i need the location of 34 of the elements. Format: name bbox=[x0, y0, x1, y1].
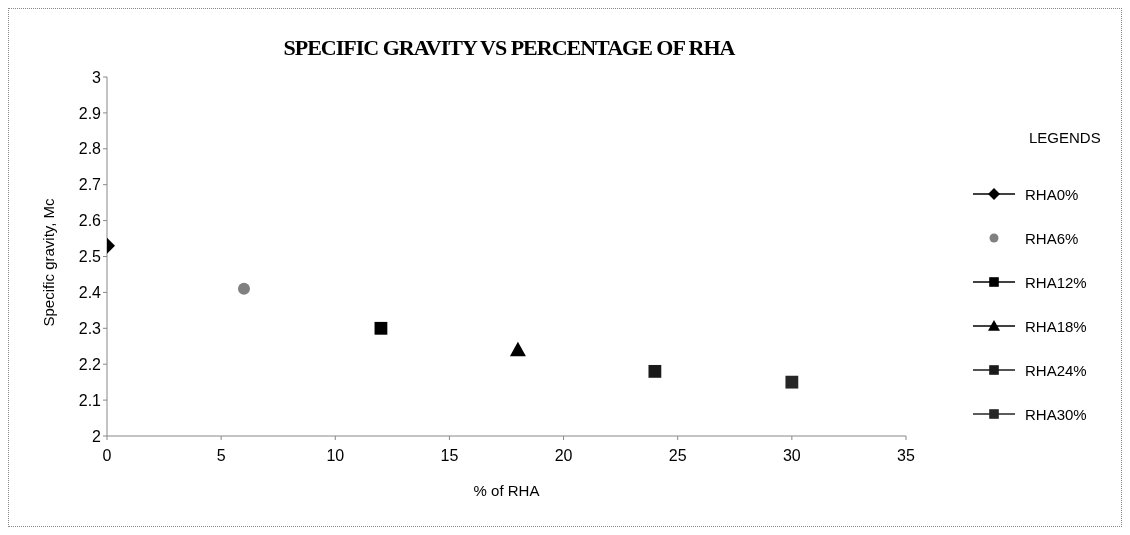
x-tick-label: 35 bbox=[897, 447, 915, 465]
legend-label: RHA12% bbox=[1025, 273, 1087, 291]
x-tick-label: 30 bbox=[782, 447, 801, 465]
x-tick-label: 20 bbox=[554, 447, 573, 465]
x-tick-label: 0 bbox=[102, 447, 112, 465]
y-tick-label: 2.1 bbox=[78, 391, 102, 409]
y-tick-label: 3 bbox=[92, 68, 102, 86]
y-tick-label: 2.3 bbox=[78, 319, 102, 337]
y-tick-label: 2.7 bbox=[78, 176, 102, 194]
x-tick-label: 15 bbox=[440, 447, 459, 465]
point bbox=[648, 364, 662, 378]
legend-label: RHA30% bbox=[1025, 405, 1087, 423]
legend-label: RHA24% bbox=[1025, 361, 1087, 379]
legend-title: LEGENDS bbox=[1029, 129, 1101, 146]
x-tick-label: 5 bbox=[216, 447, 226, 465]
x-tick-label: 10 bbox=[326, 447, 345, 465]
chart-title: SPECIFIC GRAVITY VS PERCENTAGE OF RHA bbox=[282, 35, 736, 61]
y-tick-label: 2.5 bbox=[78, 248, 102, 266]
point bbox=[374, 321, 388, 335]
y-tick-label: 2.2 bbox=[78, 355, 102, 373]
y-axis-title: Specific gravity, Mc bbox=[40, 197, 58, 327]
y-tick-label: 2.4 bbox=[78, 284, 102, 302]
y-tick-label: 2.9 bbox=[78, 104, 102, 122]
point bbox=[785, 375, 799, 389]
legend-label: RHA18% bbox=[1025, 317, 1087, 335]
x-tick-label: 25 bbox=[668, 447, 687, 465]
point bbox=[509, 341, 526, 357]
legend-label: RHA6% bbox=[1025, 229, 1079, 247]
y-tick-label: 2.6 bbox=[78, 212, 102, 230]
y-tick-label: 2.8 bbox=[78, 140, 102, 158]
legend-label: RHA0% bbox=[1025, 185, 1079, 203]
y-tick-label: 2 bbox=[92, 427, 102, 445]
point bbox=[237, 282, 250, 295]
x-axis-title: % of RHA bbox=[473, 482, 540, 499]
